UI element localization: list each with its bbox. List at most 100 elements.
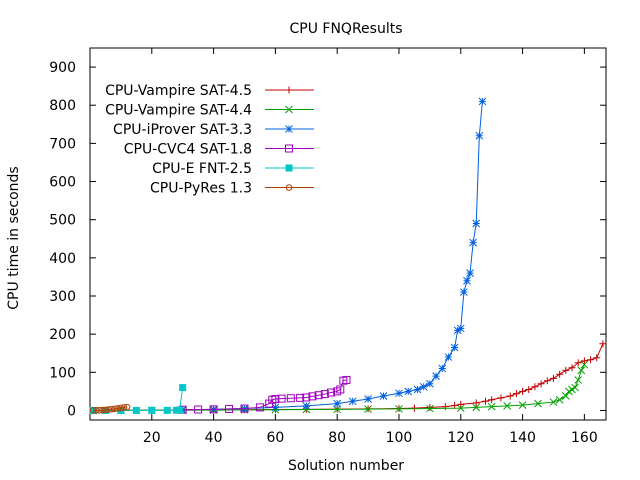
data-point (302, 402, 311, 410)
legend-item: CPU-PyRes 1.3 (150, 181, 314, 197)
data-point (472, 399, 480, 407)
data-point (320, 390, 329, 399)
data-point (419, 382, 428, 391)
y-tick-label: 800 (49, 98, 76, 114)
data-point (285, 86, 293, 94)
data-point (599, 340, 607, 348)
data-point (114, 405, 122, 412)
x-tick-label: 80 (328, 430, 346, 446)
data-point (577, 366, 586, 375)
data-point (519, 387, 527, 395)
data-point (555, 395, 564, 404)
data-point (271, 395, 280, 404)
data-point (506, 392, 514, 400)
data-point (549, 398, 558, 406)
data-point (285, 105, 293, 114)
data-point (364, 405, 372, 413)
data-point (518, 401, 527, 409)
data-point (453, 326, 462, 335)
data-point (478, 97, 487, 106)
data-point (111, 405, 119, 413)
data-point (487, 402, 496, 411)
data-point (395, 389, 403, 398)
series-layer (89, 97, 607, 415)
data-point (99, 406, 106, 414)
data-point (302, 405, 311, 414)
data-point (410, 404, 418, 412)
legend-label: CPU-PyRes 1.3 (150, 181, 252, 197)
legend-item: CPU-iProver SAT-3.3 (113, 122, 314, 138)
data-point (450, 343, 459, 352)
data-point (314, 391, 323, 400)
data-point (105, 406, 112, 413)
legend-label: CPU-Vampire SAT-4.5 (105, 83, 252, 99)
data-point (580, 357, 588, 365)
legend-label: CPU-CVC4 SAT-1.8 (124, 142, 252, 158)
data-point (296, 393, 305, 402)
data-point (120, 404, 128, 411)
y-tick-label: 100 (49, 365, 76, 381)
y-tick-label: 500 (49, 213, 76, 229)
data-point (580, 360, 589, 369)
data-point (456, 404, 465, 413)
data-point (574, 376, 583, 384)
y-tick-label: 200 (49, 327, 76, 343)
data-point (163, 406, 171, 414)
data-point (488, 396, 496, 404)
y-tick-label: 900 (49, 60, 76, 76)
data-point (525, 385, 533, 393)
data-point (348, 397, 357, 406)
data-point (472, 219, 481, 228)
data-point (333, 405, 342, 414)
legend-item: CPU-CVC4 SAT-1.8 (124, 142, 314, 158)
data-point (308, 392, 317, 401)
data-point (426, 404, 434, 413)
data-point (379, 392, 388, 400)
series-4 (178, 375, 351, 414)
data-point (404, 387, 413, 396)
data-point (466, 269, 474, 277)
data-point (438, 364, 447, 373)
data-point (176, 406, 184, 414)
series-1 (89, 340, 607, 414)
data-point (179, 384, 187, 392)
axis-ticks: 20 40 60 80 100 120 140 160 0 100 200 300 400 500 600 7… (49, 48, 606, 446)
data-point (95, 406, 103, 414)
series-line (93, 343, 604, 411)
data-point (568, 364, 576, 372)
data-point (148, 406, 156, 414)
data-point (503, 402, 511, 410)
series-6 (89, 403, 131, 414)
data-point (444, 353, 453, 361)
data-point (481, 397, 489, 405)
x-tick-label: 20 (143, 430, 161, 446)
data-point (587, 356, 595, 364)
data-point (285, 184, 293, 191)
data-point (426, 379, 434, 388)
data-point (108, 405, 115, 413)
data-point (194, 405, 203, 414)
y-tick-label: 600 (49, 175, 76, 191)
data-point (413, 385, 422, 394)
plot-frame (89, 47, 607, 421)
data-point (285, 144, 293, 153)
data-point (225, 404, 234, 413)
y-tick-label: 0 (67, 403, 76, 419)
data-point (574, 359, 582, 367)
data-point (593, 354, 601, 362)
data-point (457, 400, 465, 408)
data-point (285, 164, 293, 172)
y-tick-label: 400 (49, 251, 76, 267)
legend-label: CPU-Vampire SAT-4.4 (105, 103, 252, 119)
y-tick-label: 700 (49, 136, 76, 152)
data-point (537, 380, 545, 388)
legend-label: CPU-iProver SAT-3.3 (113, 122, 252, 138)
data-point (271, 403, 280, 412)
data-point (432, 372, 440, 380)
data-point (364, 395, 372, 403)
data-point (531, 383, 539, 391)
data-point (426, 403, 434, 411)
data-point (543, 377, 551, 385)
data-point (285, 125, 293, 133)
data-point (472, 403, 481, 412)
